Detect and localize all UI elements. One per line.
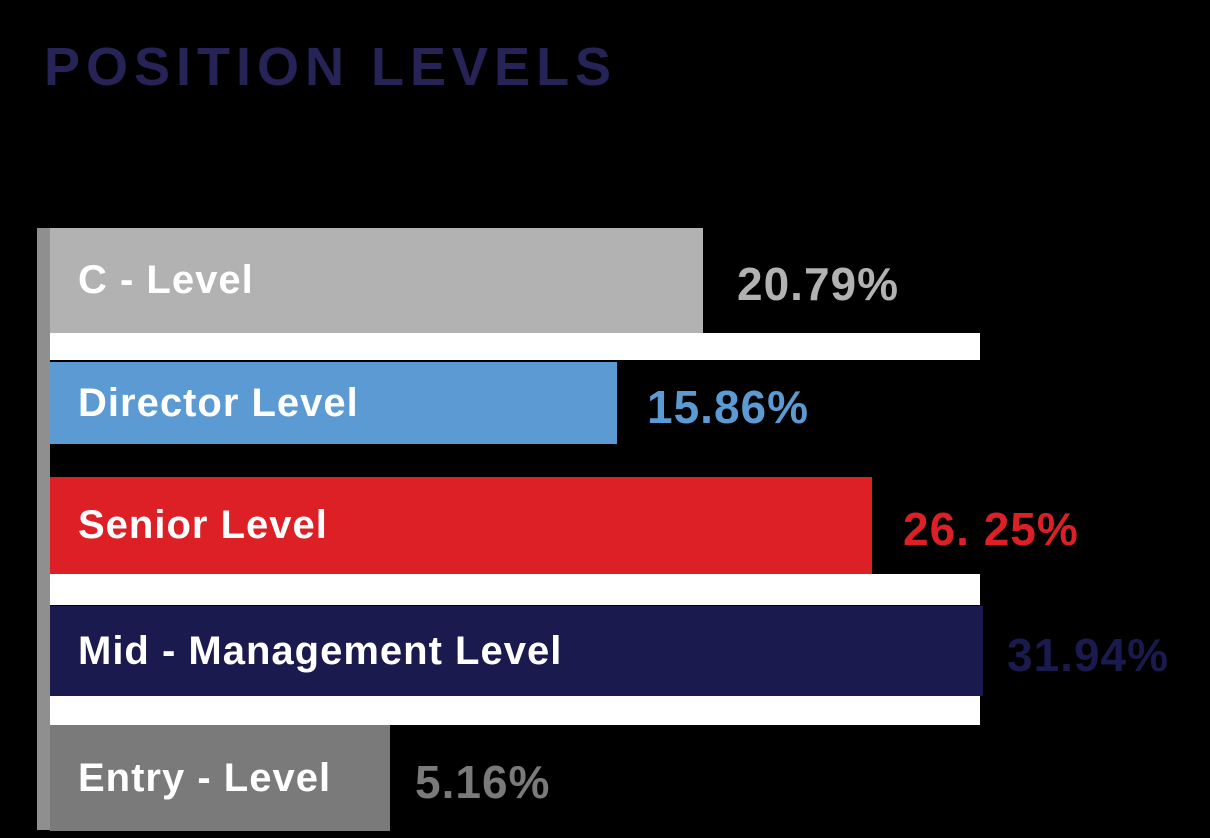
- separator-band: [50, 333, 980, 360]
- value-label: 15.86%: [647, 381, 810, 433]
- value-label: 20.79%: [737, 258, 900, 310]
- bar-director-level: Director Level: [50, 362, 617, 444]
- bar-senior-level: Senior Level: [50, 477, 872, 574]
- bar-label: C - Level: [78, 258, 254, 302]
- bar-mid-management-level: Mid - Management Level: [50, 606, 983, 696]
- separator-band: [50, 696, 980, 725]
- bar-label: Senior Level: [78, 503, 328, 547]
- axis-strip: [37, 228, 50, 830]
- value-label: 26. 25%: [903, 503, 1079, 555]
- bar-c-level: C - Level: [50, 228, 703, 333]
- value-label: 5.16%: [415, 756, 551, 808]
- bar-label: Director Level: [78, 380, 359, 425]
- bar-label: Mid - Management Level: [78, 628, 563, 673]
- bar-entry-level: Entry - Level: [50, 725, 390, 831]
- value-label: 31.94%: [1007, 629, 1170, 681]
- chart-title: POSITION LEVELS: [44, 37, 618, 97]
- separator-band: [50, 574, 980, 605]
- bar-label: Entry - Level: [78, 755, 332, 800]
